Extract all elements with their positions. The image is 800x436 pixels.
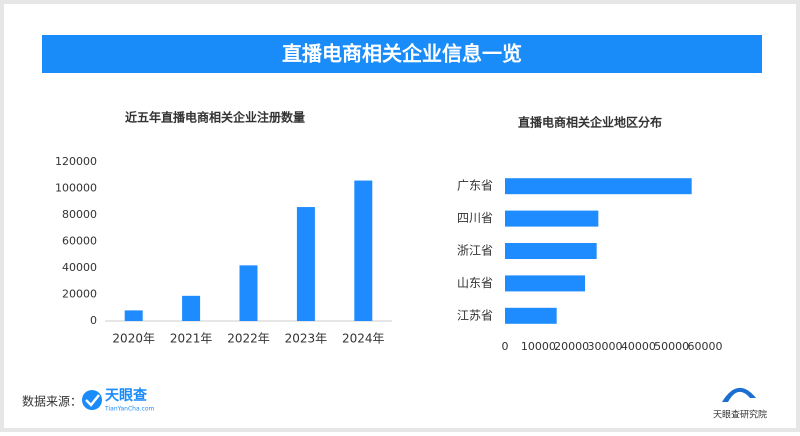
- y-tick-label: 江苏省: [457, 308, 493, 322]
- logo-name: 天眼查: [105, 387, 148, 404]
- bar: [505, 275, 585, 292]
- page-title: 直播电商相关企业信息一览: [282, 42, 522, 66]
- logo-icon: [82, 390, 102, 410]
- x-tick-label: 2020年: [112, 332, 155, 346]
- x-tick-label: 2024年: [342, 332, 385, 346]
- y-tick-label: 20000: [62, 288, 97, 301]
- x-tick-label: 30000: [588, 340, 623, 353]
- bar: [124, 310, 143, 321]
- bar: [239, 265, 258, 321]
- y-tick-label: 120000: [55, 155, 97, 168]
- brand-icon: [722, 387, 756, 402]
- y-tick-label: 0: [90, 314, 97, 327]
- x-tick-label: 60000: [688, 340, 723, 353]
- y-tick-label: 浙江省: [457, 244, 493, 258]
- x-tick-label: 20000: [554, 340, 589, 353]
- y-tick-label: 山东省: [457, 276, 493, 290]
- banner: [42, 35, 762, 73]
- x-tick-label: 50000: [654, 340, 689, 353]
- x-tick-label: 0: [502, 340, 509, 353]
- y-tick-label: 广东省: [457, 179, 493, 193]
- logo-url: TianYanCha.com: [104, 406, 154, 413]
- bar: [296, 207, 315, 321]
- brand-name: 天眼查研究院: [713, 409, 767, 421]
- logo-mark: [85, 394, 100, 407]
- y-tick-label: 80000: [62, 208, 97, 221]
- x-tick-label: 2021年: [170, 332, 213, 346]
- x-tick-label: 10000: [521, 340, 556, 353]
- y-tick-label: 60000: [62, 235, 97, 248]
- x-tick-label: 40000: [621, 340, 656, 353]
- x-tick-label: 2023年: [285, 332, 328, 346]
- source-label: 数据来源：: [22, 394, 82, 409]
- bar: [505, 178, 692, 195]
- bar: [505, 210, 599, 227]
- y-tick-label: 100000: [55, 182, 97, 195]
- chart-title: 直播电商相关企业地区分布: [518, 115, 662, 130]
- chart-title: 近五年直播电商相关企业注册数量: [125, 110, 305, 125]
- bar: [505, 243, 597, 259]
- bar: [182, 295, 201, 321]
- y-tick-label: 四川省: [457, 211, 493, 225]
- x-tick-label: 2022年: [227, 332, 270, 346]
- bar: [354, 180, 373, 321]
- y-tick-label: 40000: [62, 261, 97, 274]
- bar: [505, 307, 557, 324]
